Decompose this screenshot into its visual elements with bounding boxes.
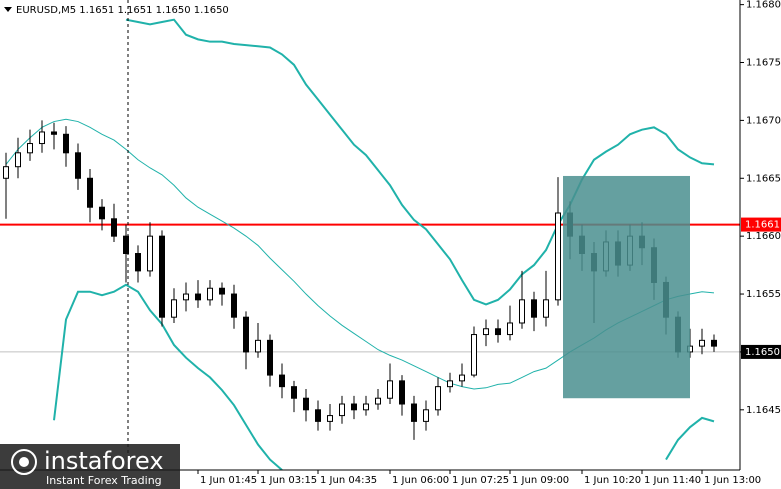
candle-body	[255, 339, 261, 353]
candle-body	[507, 322, 513, 336]
candle-body	[75, 152, 81, 179]
candle-body	[411, 403, 417, 422]
y-tick-label: 1.1645	[746, 405, 781, 416]
candle-body	[267, 339, 273, 376]
candle-body	[27, 143, 33, 154]
candle-body	[183, 293, 189, 301]
price-label-bg	[741, 217, 781, 232]
x-tick-label: 1 Jun 10:20	[584, 475, 641, 486]
band-line	[125, 18, 715, 306]
y-tick-label: 1.1660	[746, 231, 781, 242]
y-tick-label: 1.1655	[746, 289, 781, 300]
candle-body	[63, 133, 69, 154]
x-tick-label: 1 Jun 11:40	[644, 475, 701, 486]
candle-body	[39, 131, 45, 145]
menu-arrow	[4, 7, 12, 12]
y-tick-label: 1.1680	[746, 0, 781, 11]
candle-body	[291, 386, 297, 399]
x-tick-label: 1 Jun 13:00	[704, 475, 761, 486]
price-label: 1.1650	[745, 347, 780, 358]
x-tick-label: 1 Jun 06:00	[392, 475, 449, 486]
watermark-tagline: Instant Forex Trading	[46, 474, 162, 487]
candle-body	[327, 415, 333, 422]
candle-body	[15, 152, 21, 168]
candle-body	[699, 339, 705, 347]
watermark-brand: instaforex	[44, 447, 164, 475]
candle-body	[339, 403, 345, 417]
y-tick-label: 1.1670	[746, 115, 781, 126]
candle-body	[399, 380, 405, 405]
candle-body	[519, 299, 525, 324]
price-label-bg	[741, 344, 781, 359]
candle-body	[195, 293, 201, 301]
candle-body	[543, 299, 549, 318]
candle-body	[447, 380, 453, 388]
price-label: 1.1661	[745, 220, 780, 231]
candle-body	[147, 235, 153, 272]
x-tick-label: 1 Jun 04:35	[320, 475, 377, 486]
candle-body	[279, 374, 285, 388]
candle-body	[123, 235, 129, 255]
x-tick-label: 1 Jun 09:00	[512, 475, 569, 486]
candle-body	[531, 299, 537, 318]
candle-body	[159, 235, 165, 318]
candle-body	[87, 177, 93, 208]
candle-body	[219, 287, 225, 295]
x-tick-label: 1 Jun 07:25	[452, 475, 509, 486]
candle-body	[555, 212, 561, 301]
y-tick-label: 1.1665	[746, 173, 781, 184]
candle-body	[3, 166, 9, 179]
candle-body	[375, 397, 381, 405]
x-tick-label: 1 Jun 03:15	[260, 475, 317, 486]
band-line	[53, 283, 715, 470]
candle-body	[99, 206, 105, 220]
watermark: instaforex Instant Forex Trading	[0, 444, 180, 489]
candle-body	[711, 339, 717, 347]
candle-body	[423, 409, 429, 422]
candle-body	[135, 253, 141, 272]
candle-body	[231, 293, 237, 318]
candle-body	[351, 403, 357, 411]
candle-body	[111, 218, 117, 237]
y-tick-label: 1.1675	[746, 58, 781, 69]
candle-body	[495, 328, 501, 336]
candle-body	[243, 316, 249, 353]
candle-body	[483, 328, 489, 336]
candle-body	[315, 409, 321, 422]
candle-body	[303, 397, 309, 411]
candle-body	[171, 299, 177, 318]
chart-title: EURUSD,M5 1.1651 1.1651 1.1650 1.1650	[16, 5, 229, 16]
candle-body	[471, 334, 477, 376]
zone	[563, 175, 690, 399]
candle-body	[51, 131, 57, 135]
candle-body	[387, 380, 393, 399]
logo-dot	[19, 457, 29, 467]
candle-body	[207, 287, 213, 301]
candle-body	[459, 374, 465, 382]
x-tick-label: 1 Jun 01:45	[200, 475, 257, 486]
candle-body	[435, 386, 441, 411]
candle-body	[363, 403, 369, 411]
logo	[11, 449, 37, 475]
